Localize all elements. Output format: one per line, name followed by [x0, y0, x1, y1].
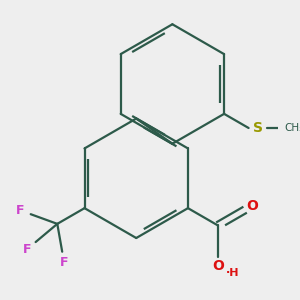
- Text: O: O: [246, 199, 258, 213]
- Text: CH₃: CH₃: [285, 123, 300, 133]
- Text: F: F: [16, 204, 25, 217]
- Text: O: O: [212, 259, 224, 273]
- Text: S: S: [253, 121, 263, 135]
- Text: F: F: [23, 243, 32, 256]
- Text: ·H: ·H: [226, 268, 239, 278]
- Text: F: F: [60, 256, 68, 269]
